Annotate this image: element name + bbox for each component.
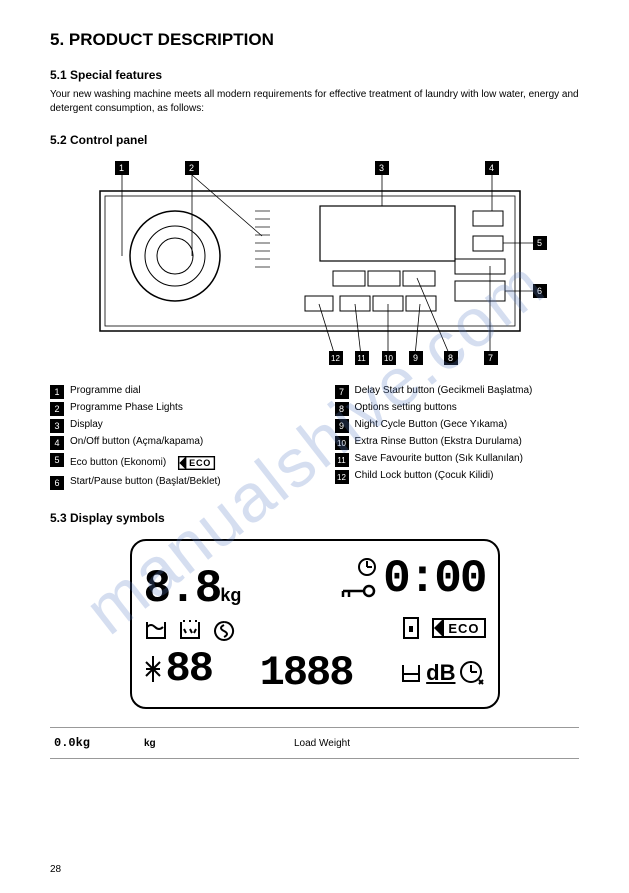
callout-5: 5 Eco button (Ekonomi) ECO <box>50 453 295 473</box>
callout-11: 11Save Favourite button (Sık Kullanılan) <box>335 453 580 467</box>
subheading-features: 5.1 Special features <box>50 68 579 82</box>
callout-marker-4: 4 <box>485 161 499 175</box>
lcd-display: 8.8kg 0:00 ECO <box>130 539 500 709</box>
subheading-display-symbols: 5.3 Display symbols <box>50 511 579 525</box>
callout-2: 2Programme Phase Lights <box>50 402 295 416</box>
callout-marker-9: 9 <box>409 351 423 365</box>
temp-readout: 88 <box>144 645 212 693</box>
callout-marker-12: 12 <box>329 351 343 365</box>
callout-list-right: 7Delay Start button (Gecikmeli Başlatma)… <box>335 385 580 493</box>
symbol-cell: 0.0kg <box>54 736 114 750</box>
spin-icon <box>212 619 236 641</box>
eco-badge-icon: ECO <box>432 618 485 638</box>
callout-list-left: 1Programme dial 2Programme Phase Lights … <box>50 385 295 493</box>
wash-icon <box>144 619 168 641</box>
callout-9: 9Night Cycle Button (Gece Yıkama) <box>335 419 580 433</box>
unit-cell: kg <box>144 738 264 749</box>
rinse-icon <box>178 619 202 641</box>
panel-svg <box>95 161 535 361</box>
callout-marker-5: 5 <box>533 236 547 250</box>
spin-readout: 1888 <box>260 649 353 697</box>
snowflake-icon <box>144 654 162 684</box>
callout-8: 8Options setting buttons <box>335 402 580 416</box>
noise-db-label: dB <box>426 660 455 686</box>
clock-key-icon <box>339 557 379 601</box>
callout-6: 6Start/Pause button (Başlat/Beklet) <box>50 476 295 490</box>
callout-7: 7Delay Start button (Gecikmeli Başlatma) <box>335 385 580 399</box>
callout-marker-11: 11 <box>355 351 369 365</box>
callout-marker-2: 2 <box>185 161 199 175</box>
callout-marker-10: 10 <box>382 351 396 365</box>
wash-phase-icons <box>144 619 236 641</box>
callout-marker-3: 3 <box>375 161 389 175</box>
callout-10: 10Extra Rinse Button (Ekstra Durulama) <box>335 436 580 450</box>
callout-1: 1Programme dial <box>50 385 295 399</box>
rinse-hold-icon <box>400 662 422 684</box>
table-row: 0.0kg kg Load Weight <box>50 727 579 759</box>
page-number: 28 <box>50 864 61 875</box>
desc-cell: Load Weight <box>294 738 350 749</box>
eco-icon: ECO <box>178 456 215 470</box>
callout-marker-6: 6 <box>533 284 547 298</box>
callout-3: 3Display <box>50 419 295 433</box>
door-lock-icon <box>400 616 422 640</box>
control-panel-diagram: 1 2 3 4 5 6 7 8 9 10 11 12 <box>95 161 535 361</box>
time-save-icon <box>459 660 485 686</box>
callout-4: 4On/Off button (Açma/kapama) <box>50 436 295 450</box>
symbol-table: 0.0kg kg Load Weight <box>50 727 579 759</box>
callout-marker-8: 8 <box>444 351 458 365</box>
time-readout: 0:00 <box>339 553 485 605</box>
bottom-right-icons: dB <box>400 660 485 686</box>
subheading-control-panel: 5.2 Control panel <box>50 133 579 147</box>
weight-readout: 8.8kg <box>144 563 242 615</box>
intro-paragraph: Your new washing machine meets all moder… <box>50 88 579 115</box>
callout-marker-1: 1 <box>115 161 129 175</box>
callout-12: 12Child Lock button (Çocuk Kilidi) <box>335 470 580 484</box>
callout-marker-7: 7 <box>484 351 498 365</box>
status-icons-right: ECO <box>400 616 485 640</box>
main-heading: 5. PRODUCT DESCRIPTION <box>50 30 579 50</box>
